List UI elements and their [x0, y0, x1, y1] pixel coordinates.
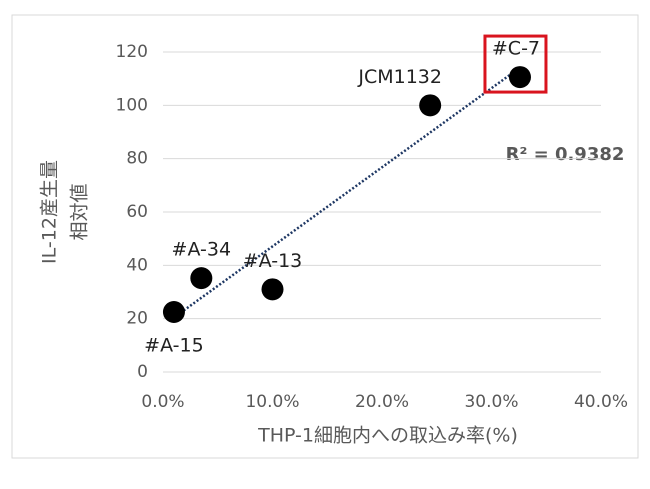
x-tick-label: 10.0%: [245, 392, 299, 412]
point-label: JCM1132: [357, 66, 442, 88]
point: [162, 301, 185, 323]
point: [190, 267, 213, 290]
x-tick-label: 30.0%: [464, 392, 518, 412]
r-squared-label: R² = 0.9382: [506, 144, 625, 165]
y-tick-label: 60: [126, 202, 148, 222]
point: [508, 66, 531, 89]
y-tick-label: 120: [116, 42, 148, 62]
y-tick-label: 40: [126, 255, 148, 275]
point-label: #C-7: [492, 38, 540, 60]
y-tick-label: 100: [116, 95, 148, 115]
y-tick-label: 20: [126, 309, 148, 329]
point-label: #A-13: [243, 250, 303, 272]
chart-frame: [11, 14, 639, 459]
y-axis-label: 相対値: [69, 183, 91, 240]
highlight-box: [483, 34, 548, 94]
point: [261, 278, 284, 301]
y-axis-label-group: IL-12産生量 相対値: [39, 160, 91, 264]
x-axis-label: THP-1細胞内への取込み率(%): [257, 425, 518, 447]
x-tick-label: 40.0%: [574, 392, 628, 412]
point-label: #A-15: [144, 335, 204, 357]
y-axis-label: IL-12産生量: [39, 160, 61, 264]
y-tick-label: 80: [126, 149, 148, 169]
trendline: [173, 66, 521, 319]
x-tick-label: 0.0%: [141, 392, 184, 412]
point: [419, 94, 442, 117]
x-tick-label: 20.0%: [355, 392, 409, 412]
point-label: #A-34: [172, 239, 232, 261]
y-tick-label: 0: [137, 362, 148, 382]
